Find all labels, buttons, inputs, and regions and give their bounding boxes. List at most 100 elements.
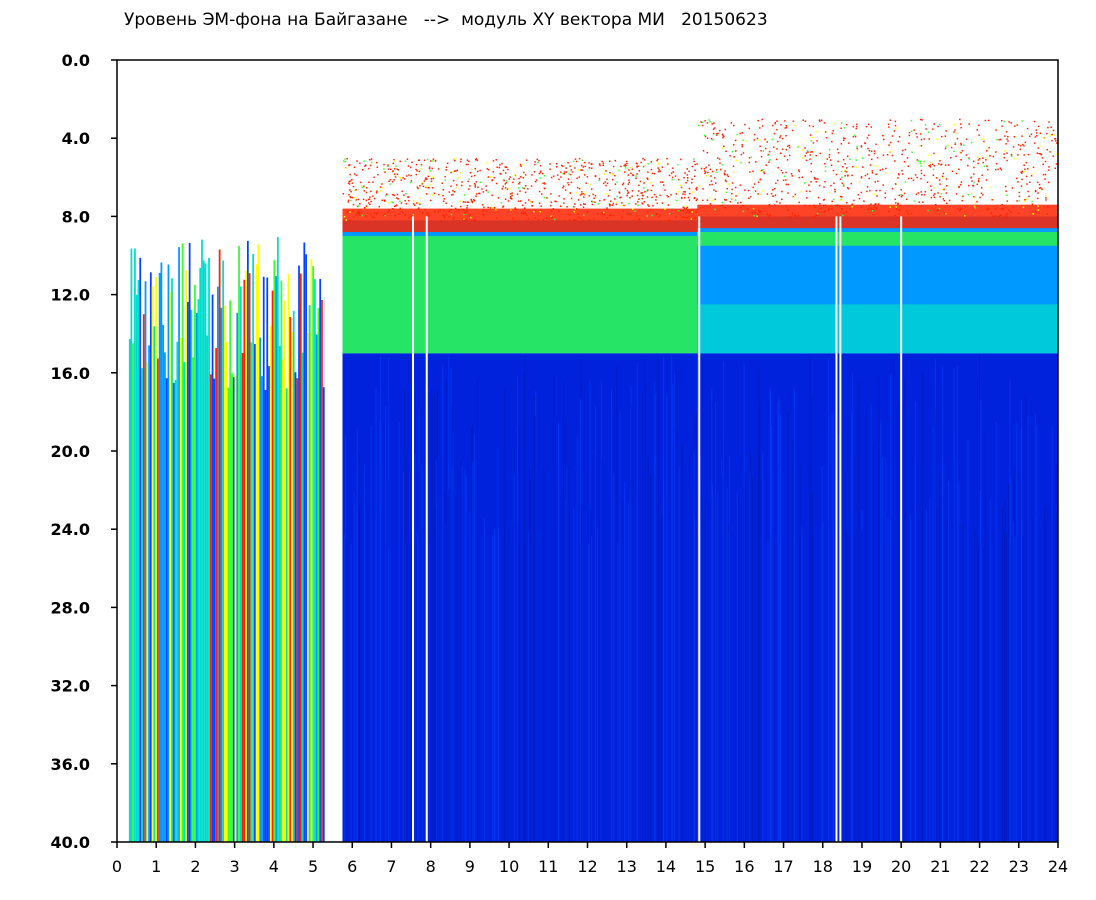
noise-dot <box>445 202 447 205</box>
noise-dot <box>864 142 866 144</box>
noise-dot <box>903 192 906 195</box>
texture-streak <box>769 386 771 842</box>
noise-dot <box>733 171 735 174</box>
noise-dot <box>417 207 420 210</box>
texture-streak <box>922 372 924 842</box>
noise-dot <box>672 167 674 169</box>
spectrogram-column <box>179 337 182 842</box>
noise-dot <box>771 124 774 127</box>
noise-dot <box>784 120 786 122</box>
noise-dot <box>643 200 646 203</box>
noise-dot <box>719 162 721 164</box>
noise-dot <box>805 159 808 162</box>
noise-dot <box>627 213 629 215</box>
noise-dot <box>518 187 520 189</box>
noise-dot <box>391 201 393 203</box>
noise-dot <box>721 133 724 136</box>
noise-dot <box>732 143 735 146</box>
noise-dot <box>702 199 704 202</box>
noise-dot <box>723 173 726 176</box>
noise-dot <box>458 176 460 179</box>
noise-dot <box>767 215 770 217</box>
noise-dot <box>531 205 534 207</box>
noise-dot <box>783 175 786 178</box>
noise-dot <box>711 170 714 173</box>
noise-dot <box>794 193 797 196</box>
noise-dot <box>942 172 945 175</box>
noise-dot <box>428 167 431 170</box>
noise-dot <box>473 219 475 222</box>
noise-dot <box>877 180 879 182</box>
noise-dot <box>1040 145 1042 147</box>
spectrogram-column <box>216 286 219 842</box>
noise-dot <box>1045 199 1047 201</box>
noise-dot <box>609 189 611 191</box>
noise-dot <box>616 201 618 203</box>
noise-dot <box>540 170 542 172</box>
noise-dot <box>631 190 634 192</box>
noise-dot <box>851 174 853 177</box>
noise-dot <box>598 163 601 165</box>
texture-streak <box>778 397 780 842</box>
noise-dot <box>943 212 946 214</box>
noise-dot <box>643 187 645 189</box>
noise-dot <box>445 169 448 171</box>
noise-dot <box>786 159 789 161</box>
noise-dot <box>731 150 734 153</box>
noise-dot <box>670 172 673 174</box>
noise-dot <box>551 216 553 219</box>
noise-dot <box>906 157 909 159</box>
noise-dot <box>1034 142 1036 144</box>
noise-dot <box>534 163 536 166</box>
noise-dot <box>851 205 853 208</box>
noise-dot <box>868 177 870 180</box>
noise-dot <box>781 148 784 151</box>
noise-dot <box>960 151 962 154</box>
noise-dot <box>973 181 975 184</box>
noise-dot <box>359 162 361 165</box>
noise-dot <box>427 186 429 189</box>
noise-dot <box>891 154 894 157</box>
noise-dot <box>657 161 659 164</box>
noise-dot <box>655 199 657 201</box>
texture-streak <box>418 408 420 842</box>
noise-dot <box>573 210 576 213</box>
noise-dot <box>1055 153 1057 155</box>
noise-dot <box>609 204 611 207</box>
noise-dot <box>842 137 845 139</box>
noise-dot <box>776 179 779 182</box>
noise-dot <box>444 175 446 178</box>
noise-dot <box>923 138 925 140</box>
noise-dot <box>817 196 820 199</box>
noise-dot <box>681 216 683 219</box>
spectrogram-column <box>266 277 269 842</box>
noise-dot <box>960 143 962 146</box>
noise-dot <box>560 171 562 173</box>
noise-dot <box>418 170 421 173</box>
noise-dot <box>342 192 345 195</box>
noise-dot <box>606 178 608 181</box>
noise-dot <box>724 128 727 131</box>
spectrogram-column <box>238 245 240 842</box>
noise-dot <box>476 159 479 161</box>
noise-dot <box>688 199 691 201</box>
noise-dot <box>695 189 698 191</box>
noise-dot <box>592 193 594 196</box>
noise-dot <box>444 179 447 181</box>
noise-dot <box>499 172 501 175</box>
noise-dot <box>976 129 978 131</box>
spectrogram-column <box>130 248 133 842</box>
noise-dot <box>1018 199 1020 202</box>
noise-dot <box>632 208 634 210</box>
noise-dot <box>846 167 848 169</box>
noise-dot <box>716 132 718 135</box>
noise-dot <box>354 189 356 192</box>
noise-dot <box>642 157 644 160</box>
noise-dot <box>624 163 627 166</box>
noise-dot <box>556 174 559 176</box>
texture-streak <box>929 497 931 842</box>
noise-dot <box>679 184 681 187</box>
noise-dot <box>450 213 453 216</box>
noise-dot <box>740 161 742 164</box>
noise-dot <box>926 181 929 184</box>
